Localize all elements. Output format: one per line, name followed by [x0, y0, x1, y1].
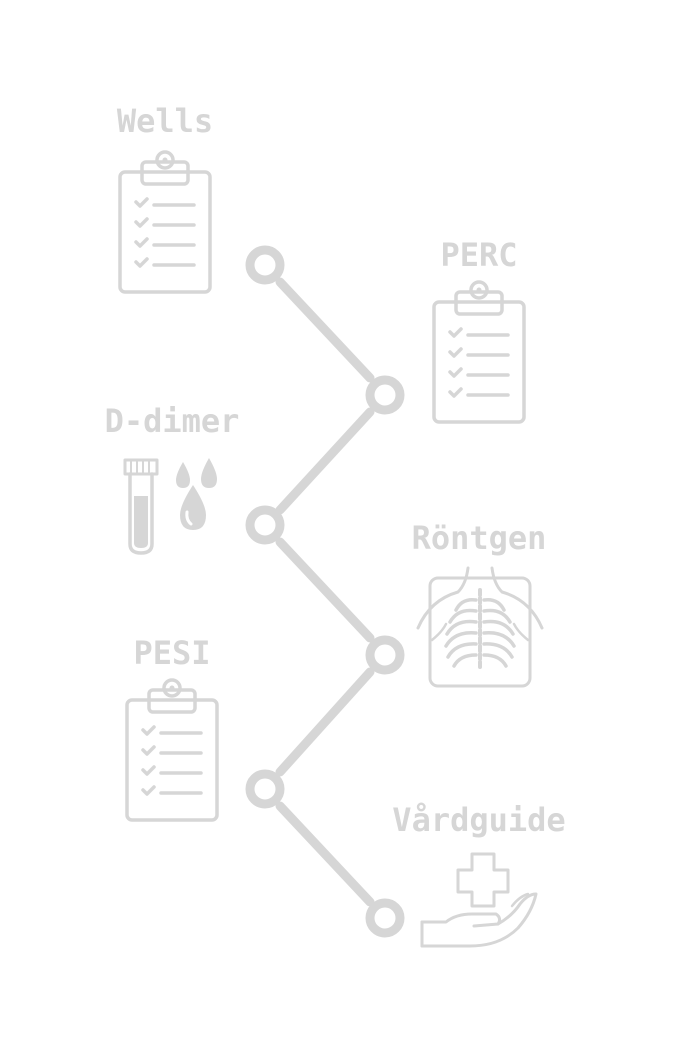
- step-rontgen[interactable]: Röntgen: [412, 519, 547, 688]
- step-perc[interactable]: PERC: [432, 236, 526, 424]
- connector-5: [275, 801, 375, 907]
- connector-1: [275, 277, 375, 383]
- node-wells[interactable]: [245, 245, 285, 285]
- hand-medical-cross-icon: [420, 852, 538, 948]
- step-pesi[interactable]: PESI: [125, 634, 219, 822]
- step-label-vardguide: Vårdguide: [392, 801, 565, 839]
- connector-3: [275, 537, 375, 643]
- step-d-dimer[interactable]: D-dimer: [105, 402, 240, 555]
- step-label-pesi: PESI: [133, 634, 210, 672]
- connector-2: [275, 407, 375, 515]
- connector-lines: [275, 277, 375, 907]
- step-label-d-dimer: D-dimer: [105, 402, 240, 440]
- node-vardguide[interactable]: [365, 898, 405, 938]
- chest-xray-icon: [416, 566, 544, 688]
- step-label-perc: PERC: [440, 236, 517, 274]
- clipboard-checklist-icon: [125, 678, 219, 822]
- clipboard-checklist-icon: [432, 280, 526, 424]
- node-perc[interactable]: [365, 375, 405, 415]
- node-rontgen[interactable]: [365, 635, 405, 675]
- clipboard-checklist-icon: [118, 150, 212, 294]
- step-vardguide[interactable]: Vårdguide: [392, 801, 566, 948]
- connector-4: [275, 667, 375, 777]
- test-tube-blood-drops-icon: [123, 458, 217, 555]
- node-pesi[interactable]: [245, 769, 285, 809]
- node-d-dimer[interactable]: [245, 505, 285, 545]
- step-label-wells: Wells: [117, 102, 213, 140]
- step-label-rontgen: Röntgen: [412, 519, 547, 557]
- pathway-nodes: [245, 245, 405, 938]
- step-wells[interactable]: Wells: [117, 102, 213, 294]
